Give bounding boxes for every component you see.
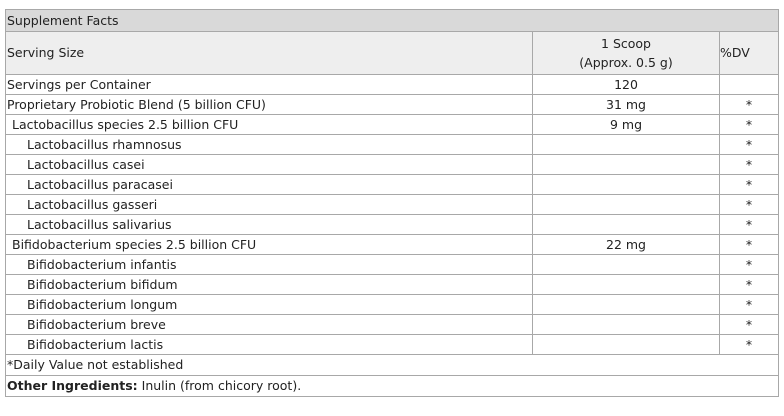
table-row: Lactobacillus paracasei * [5, 174, 780, 195]
row-dv: * [718, 194, 780, 215]
row-dv: * [718, 134, 780, 155]
row-dv: * [718, 114, 780, 135]
table-row: Lactobacillus gasseri * [5, 194, 780, 215]
row-name: Lactobacillus rhamnosus [5, 134, 533, 155]
row-dv: * [718, 254, 780, 275]
row-name: Lactobacillus salivarius [5, 214, 533, 235]
row-dv: * [718, 174, 780, 195]
table-row: Bifidobacterium longum * [5, 294, 780, 315]
table-title: Supplement Facts [4, 9, 780, 32]
serving-size-label: Serving Size [5, 31, 533, 75]
row-dv [718, 74, 780, 95]
table-row: Bifidobacterium infantis * [5, 254, 780, 275]
row-name: Lactobacillus casei [5, 154, 533, 175]
table-row: Bifidobacterium species 2.5 billion CFU … [5, 234, 780, 255]
row-dv: * [718, 154, 780, 175]
table-row: Bifidobacterium breve * [5, 314, 780, 335]
table-row: Servings per Container 120 [5, 74, 780, 95]
table-row: Bifidobacterium bifidum * [5, 274, 780, 295]
row-name: Lactobacillus paracasei [5, 174, 533, 195]
serving-size-line2: (Approx. 0.5 g) [579, 55, 673, 70]
row-amount: 9 mg [532, 114, 720, 135]
table-row: Lactobacillus salivarius * [5, 214, 780, 235]
serving-size-value: 1 Scoop (Approx. 0.5 g) [532, 31, 720, 75]
row-amount [532, 214, 720, 235]
dv-header: %DV [718, 31, 780, 75]
title-row: Supplement Facts [4, 9, 780, 32]
daily-value-note: *Daily Value not established [4, 354, 780, 376]
row-dv: * [718, 334, 780, 355]
row-dv: * [718, 214, 780, 235]
other-ingredients-label: Other Ingredients: [7, 378, 138, 393]
row-amount [532, 174, 720, 195]
row-amount [532, 334, 720, 355]
supplement-facts-panel: Supplement Facts Serving Size 1 Scoop (A… [4, 9, 780, 397]
row-name: Bifidobacterium species 2.5 billion CFU [5, 234, 533, 255]
table-row: Lactobacillus casei * [5, 154, 780, 175]
row-dv: * [718, 234, 780, 255]
row-amount: 22 mg [532, 234, 720, 255]
other-ingredients-row: Other Ingredients: Inulin (from chicory … [4, 375, 780, 397]
row-dv: * [718, 94, 780, 115]
row-name: Servings per Container [5, 74, 533, 95]
row-amount [532, 274, 720, 295]
row-amount [532, 314, 720, 335]
row-amount [532, 294, 720, 315]
row-amount [532, 254, 720, 275]
row-name: Proprietary Probiotic Blend (5 billion C… [5, 94, 533, 115]
row-dv: * [718, 314, 780, 335]
serving-size-line1: 1 Scoop [601, 36, 651, 51]
table-row: Lactobacillus species 2.5 billion CFU 9 … [5, 114, 780, 135]
row-dv: * [718, 274, 780, 295]
other-ingredients-text: Inulin (from chicory root). [137, 378, 302, 393]
row-name: Lactobacillus gasseri [5, 194, 533, 215]
other-ingredients: Other Ingredients: Inulin (from chicory … [4, 375, 780, 397]
row-name: Bifidobacterium infantis [5, 254, 533, 275]
table-row: Proprietary Probiotic Blend (5 billion C… [5, 94, 780, 115]
row-amount [532, 194, 720, 215]
row-amount [532, 134, 720, 155]
row-name: Bifidobacterium bifidum [5, 274, 533, 295]
row-name: Bifidobacterium longum [5, 294, 533, 315]
supplement-facts-table: Supplement Facts Serving Size 1 Scoop (A… [4, 9, 780, 397]
row-dv: * [718, 294, 780, 315]
table-row: Bifidobacterium lactis * [5, 334, 780, 355]
daily-value-row: *Daily Value not established [4, 354, 780, 376]
row-amount: 31 mg [532, 94, 720, 115]
header-row: Serving Size 1 Scoop (Approx. 0.5 g) %DV [5, 31, 780, 75]
row-amount [532, 154, 720, 175]
row-name: Bifidobacterium breve [5, 314, 533, 335]
row-name: Bifidobacterium lactis [5, 334, 533, 355]
row-amount: 120 [532, 74, 720, 95]
row-name: Lactobacillus species 2.5 billion CFU [5, 114, 533, 135]
table-row: Lactobacillus rhamnosus * [5, 134, 780, 155]
